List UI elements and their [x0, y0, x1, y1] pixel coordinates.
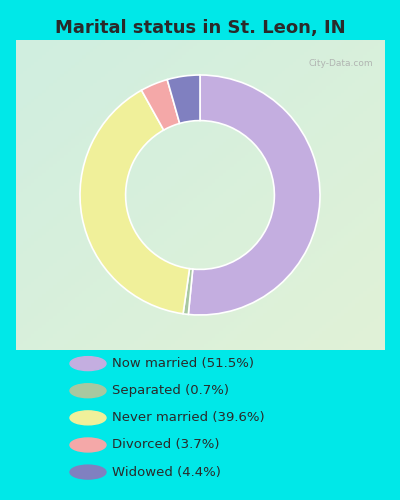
Text: Now married (51.5%): Now married (51.5%)	[112, 357, 254, 370]
Text: Separated (0.7%): Separated (0.7%)	[112, 384, 229, 397]
Circle shape	[70, 438, 106, 452]
Circle shape	[70, 384, 106, 398]
Text: City-Data.com: City-Data.com	[308, 58, 373, 68]
Circle shape	[70, 465, 106, 479]
Text: Divorced (3.7%): Divorced (3.7%)	[112, 438, 220, 452]
Wedge shape	[183, 268, 193, 314]
Text: Marital status in St. Leon, IN: Marital status in St. Leon, IN	[55, 19, 345, 37]
Wedge shape	[80, 90, 190, 314]
Text: Never married (39.6%): Never married (39.6%)	[112, 412, 265, 424]
Wedge shape	[188, 75, 320, 315]
Circle shape	[70, 411, 106, 425]
Circle shape	[70, 356, 106, 370]
Wedge shape	[142, 80, 180, 130]
Text: Widowed (4.4%): Widowed (4.4%)	[112, 466, 221, 478]
Wedge shape	[167, 75, 200, 124]
